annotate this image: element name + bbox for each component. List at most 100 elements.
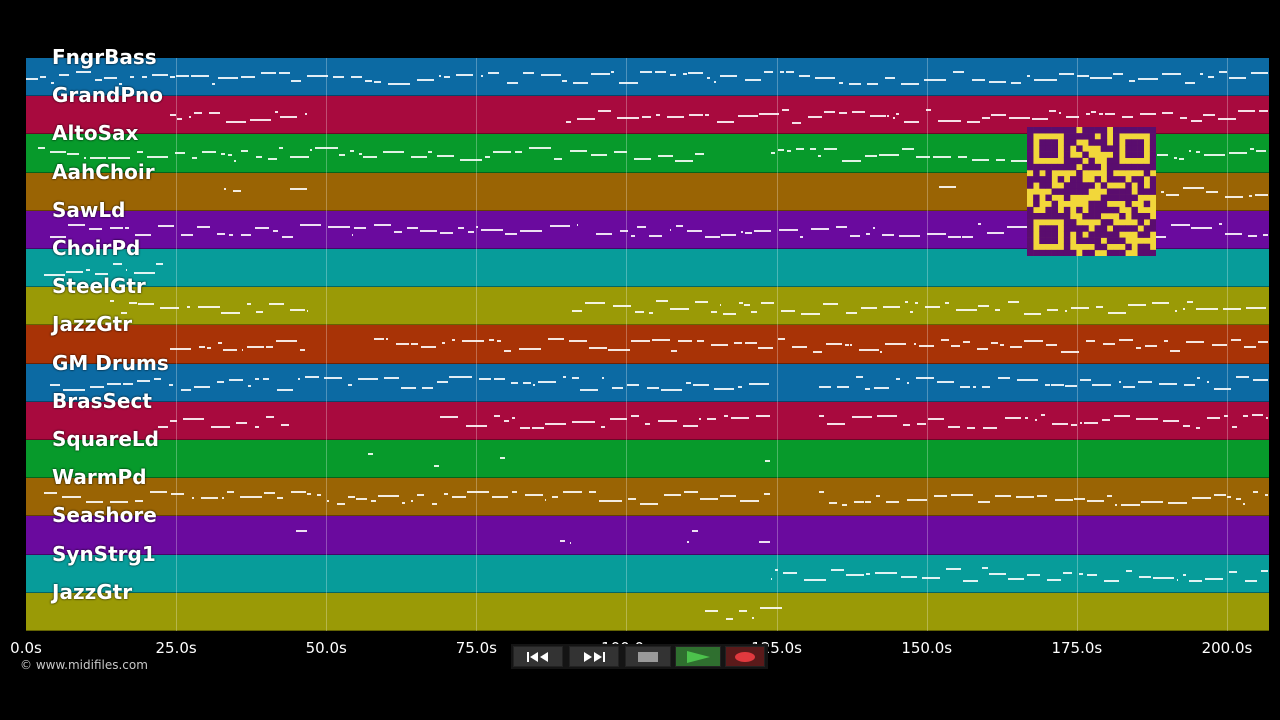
note-mark xyxy=(1024,339,1043,342)
note-mark xyxy=(1076,74,1090,77)
note-mark xyxy=(1160,190,1164,193)
note-mark xyxy=(1025,416,1028,419)
note-mark xyxy=(1079,573,1084,576)
note-mark xyxy=(744,341,757,344)
note-mark xyxy=(255,311,263,314)
note-mark xyxy=(1176,578,1179,581)
note-mark xyxy=(971,79,985,82)
note-mark xyxy=(225,121,246,124)
note-mark xyxy=(988,80,1006,83)
note-mark xyxy=(1255,193,1268,196)
note-mark xyxy=(928,417,944,420)
note-mark xyxy=(537,380,556,383)
note-mark xyxy=(682,425,698,428)
note-mark xyxy=(1229,151,1247,154)
stop-button[interactable] xyxy=(625,646,671,667)
note-mark xyxy=(642,116,651,119)
rewind-button[interactable] xyxy=(513,646,563,667)
note-mark xyxy=(810,147,816,150)
note-mark xyxy=(719,494,737,497)
note-mark xyxy=(134,233,152,236)
note-mark xyxy=(544,498,547,501)
note-mark xyxy=(1086,574,1098,577)
gridline xyxy=(1076,58,1078,631)
note-mark xyxy=(666,115,684,118)
note-mark xyxy=(387,82,410,85)
note-mark xyxy=(297,378,300,381)
note-mark xyxy=(1138,78,1159,81)
note-mark xyxy=(829,502,837,505)
note-mark xyxy=(1236,497,1242,500)
note-mark xyxy=(841,503,848,506)
note-mark xyxy=(563,376,566,379)
note-mark xyxy=(1086,499,1104,502)
record-button[interactable] xyxy=(725,646,765,667)
note-mark xyxy=(1046,578,1061,581)
note-mark xyxy=(125,269,128,272)
note-mark xyxy=(1138,575,1151,578)
note-mark xyxy=(478,377,492,380)
note-mark xyxy=(348,496,356,499)
note-mark xyxy=(841,159,861,162)
note-mark xyxy=(191,75,209,78)
gridline xyxy=(176,58,178,631)
note-mark xyxy=(792,121,801,124)
note-mark xyxy=(1046,309,1059,312)
note-mark xyxy=(212,82,216,85)
note-mark xyxy=(785,70,794,73)
note-mark xyxy=(224,188,226,191)
note-mark xyxy=(737,385,742,388)
gridline xyxy=(776,58,778,631)
note-mark xyxy=(443,493,448,496)
track-lane xyxy=(26,401,1269,440)
play-button[interactable] xyxy=(675,646,721,667)
note-mark xyxy=(504,420,510,423)
note-mark xyxy=(706,417,716,420)
note-mark xyxy=(511,417,515,420)
note-mark xyxy=(356,497,367,500)
note-mark xyxy=(299,349,305,352)
note-mark xyxy=(254,378,260,381)
note-mark xyxy=(818,491,824,494)
note-mark xyxy=(887,115,889,118)
note-mark xyxy=(75,71,91,74)
note-mark xyxy=(932,156,951,159)
note-mark xyxy=(1250,71,1268,74)
note-mark xyxy=(1173,156,1178,159)
track-label: AahChoir xyxy=(52,159,155,184)
note-mark xyxy=(1113,72,1123,75)
note-mark xyxy=(1214,387,1231,390)
note-mark xyxy=(67,223,86,226)
note-mark xyxy=(630,414,639,417)
note-mark xyxy=(704,113,710,116)
note-mark xyxy=(1034,79,1057,82)
note-mark xyxy=(898,234,920,237)
note-mark xyxy=(955,308,977,311)
note-mark xyxy=(1165,193,1180,196)
note-mark xyxy=(129,76,134,79)
note-mark xyxy=(824,147,837,150)
note-mark xyxy=(823,110,835,113)
note-mark xyxy=(951,493,973,496)
note-mark xyxy=(191,497,195,500)
note-mark xyxy=(782,109,789,112)
note-mark xyxy=(644,422,651,425)
note-mark xyxy=(696,340,704,343)
note-mark xyxy=(511,382,519,384)
note-mark xyxy=(61,495,81,498)
note-mark xyxy=(457,226,464,229)
note-mark xyxy=(764,460,770,463)
note-mark xyxy=(1009,346,1022,349)
note-mark xyxy=(240,495,262,498)
note-mark xyxy=(500,456,506,459)
note-mark xyxy=(1101,418,1111,421)
fast-forward-button[interactable] xyxy=(569,646,619,667)
note-mark xyxy=(141,76,148,79)
track-label: WarmPd xyxy=(52,465,147,490)
note-mark xyxy=(830,568,844,571)
track-label: ChoirPd xyxy=(52,236,141,260)
note-mark xyxy=(1034,418,1037,421)
note-mark xyxy=(751,617,755,620)
note-mark xyxy=(822,302,838,305)
note-mark xyxy=(1108,311,1127,314)
